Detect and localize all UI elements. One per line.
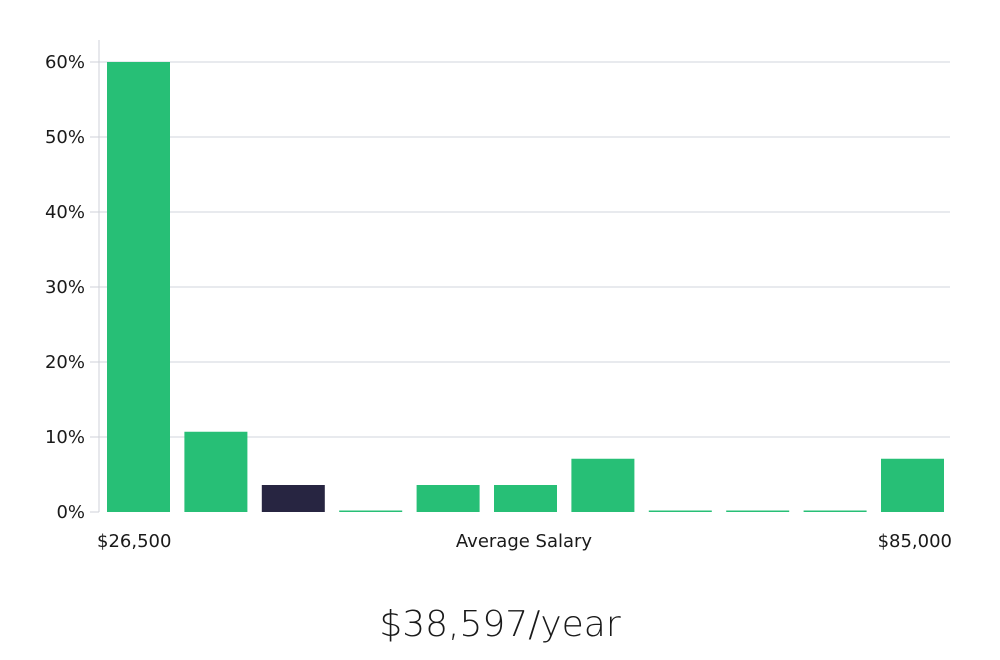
bar: [184, 431, 248, 512]
bar: [648, 510, 712, 512]
average-salary-value: $38,597/year: [379, 604, 621, 645]
salary-histogram: 0% 10% 20% 30% 40% 50% 60% $26,500 Average Sal…: [45, 40, 952, 552]
y-tick-label: 0%: [56, 502, 85, 523]
y-tick-label: 60%: [45, 52, 85, 73]
bar: [107, 62, 170, 512]
x-max-label: $85,000: [878, 531, 952, 552]
bar: [803, 510, 867, 512]
bar: [416, 485, 480, 512]
bar: [339, 510, 403, 512]
gridlines: [99, 61, 950, 438]
bar: [881, 458, 944, 512]
y-tick-label: 10%: [45, 427, 85, 448]
y-tick-label: 30%: [45, 277, 85, 298]
bar: [494, 485, 557, 512]
y-tick-label: 50%: [45, 127, 85, 148]
x-axis-title: Average Salary: [456, 531, 593, 552]
bar-highlighted: [261, 485, 325, 512]
y-axis-ticks: 0% 10% 20% 30% 40% 50% 60%: [45, 52, 99, 523]
bar: [726, 510, 790, 512]
x-min-label: $26,500: [97, 531, 171, 552]
bars: [107, 62, 944, 512]
bar: [571, 458, 635, 512]
y-tick-label: 40%: [45, 202, 85, 223]
y-tick-label: 20%: [45, 352, 85, 373]
